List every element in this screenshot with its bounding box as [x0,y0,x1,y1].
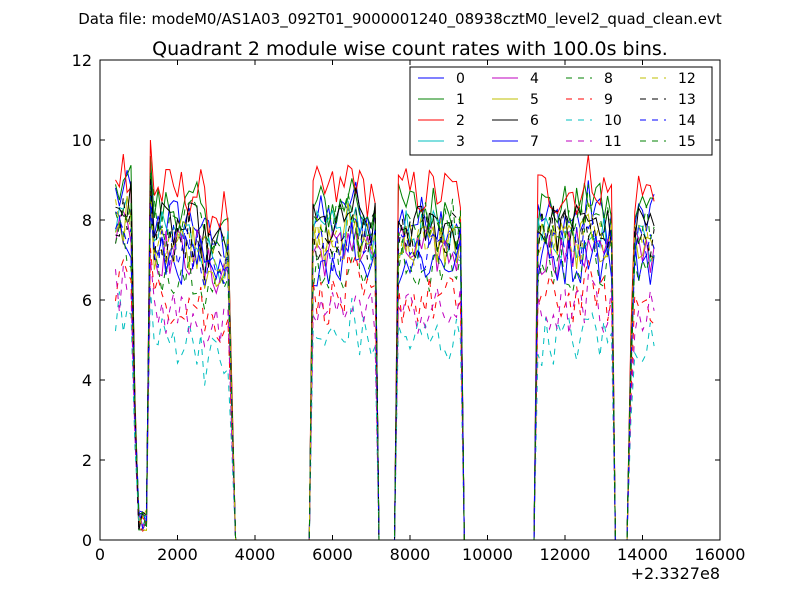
x-tick-label: 14000 [617,545,668,564]
y-tick-label: 0 [82,531,92,550]
y-tick-label: 10 [72,131,92,150]
legend-label-3: 3 [456,134,465,150]
y-tick-label: 8 [82,211,92,230]
legend-label-15: 15 [678,134,696,150]
x-tick-label: 12000 [540,545,591,564]
ticks-layer: 0 2000 4000 6000 8000 10000 12000 14000 16000 0 2 4… [72,51,746,564]
legend-label-7: 7 [530,134,539,150]
series-line-12 [115,187,655,541]
legend-frame [409,66,713,156]
x-tick-label: 2000 [157,545,198,564]
legend-label-12: 12 [678,71,696,87]
legend-label-0: 0 [456,71,465,87]
legend-label-5: 5 [530,92,539,108]
legend-label-10: 10 [604,113,622,129]
legend-label-6: 6 [530,113,539,129]
legend-label-1: 1 [456,92,465,108]
datafile-label: Data file: modeM0/AS1A03_092T01_90000012… [78,10,722,29]
y-tick-label: 2 [82,451,92,470]
y-tick-label: 6 [82,291,92,310]
x-tick-label: 8000 [390,545,431,564]
x-tick-label: 4000 [235,545,276,564]
x-offset-label: +2.3327e8 [631,564,720,583]
legend-label-14: 14 [678,113,696,129]
x-tick-label: 16000 [695,545,746,564]
legend-label-11: 11 [604,134,622,150]
x-tick-label: 0 [95,545,105,564]
y-tick-label: 4 [82,371,92,390]
y-tick-label: 12 [72,51,92,70]
legend-label-2: 2 [456,113,465,129]
legend-label-8: 8 [604,71,613,87]
x-tick-label: 10000 [462,545,513,564]
chart-title: Quadrant 2 module wise count rates with … [152,38,668,60]
legend-label-4: 4 [530,71,539,87]
legend-label-9: 9 [604,92,613,108]
legend-label-13: 13 [678,92,696,108]
x-tick-label: 6000 [312,545,353,564]
series-line-14 [115,195,655,541]
